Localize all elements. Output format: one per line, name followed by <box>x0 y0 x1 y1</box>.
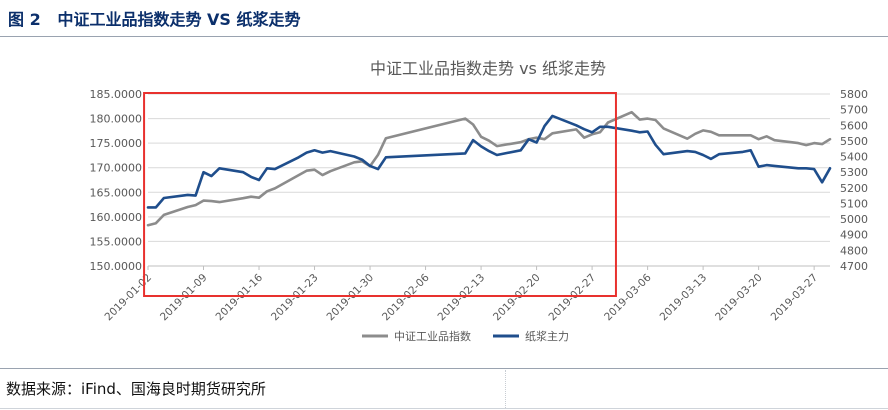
x-tick-label: 2019-03-13 <box>658 272 710 324</box>
figure-title-text: 中证工业品指数走势 VS 纸浆走势 <box>57 10 301 29</box>
right-tick-label: 5200 <box>840 182 868 195</box>
legend-label-index: 中证工业品指数 <box>394 329 471 343</box>
index-series-line <box>146 110 832 227</box>
footer-separator <box>505 370 507 408</box>
right-tick-label: 5400 <box>840 151 868 164</box>
legend: 中证工业品指数 纸浆主力 <box>362 329 569 343</box>
x-tick-label: 2019-02-13 <box>436 272 488 324</box>
top-divider <box>0 36 888 37</box>
line-chart: 中证工业品指数走势 vs 纸浆走势 150.0000 155.0000 160.00… <box>90 59 869 343</box>
series-layer <box>146 110 832 227</box>
x-tick-label: 2019-01-30 <box>325 272 377 324</box>
right-tick-label: 5300 <box>840 166 868 179</box>
left-tick-label: 180.0000 <box>90 113 143 126</box>
right-axis-ticks: 4700 4800 4900 5000 5100 5200 5300 5400 5500 5600… <box>840 88 868 273</box>
gridlines <box>148 93 830 267</box>
left-tick-label: 170.0000 <box>90 162 143 175</box>
left-tick-label: 155.0000 <box>90 235 143 248</box>
figure-header: 图 2 中证工业品指数走势 VS 纸浆走势 <box>0 0 888 34</box>
left-tick-label: 165.0000 <box>90 186 143 199</box>
highlight-box <box>143 92 617 297</box>
x-tick-label: 2019-01-02 <box>102 272 154 324</box>
x-axis-ticks: 2019-01-02 2019-01-09 2019-01-16 2019-01-23… <box>102 266 820 323</box>
x-tick-label: 2019-03-27 <box>769 272 821 324</box>
highlight-layer <box>143 92 617 297</box>
right-tick-label: 4700 <box>840 260 868 273</box>
chart-title: 中证工业品指数走势 vs 纸浆走势 <box>370 59 606 78</box>
right-tick-label: 4900 <box>840 229 868 242</box>
right-tick-label: 5000 <box>840 213 868 226</box>
left-tick-label: 185.0000 <box>90 88 143 101</box>
bottom-divider <box>0 368 888 369</box>
figure-title: 图 2 中证工业品指数走势 VS 纸浆走势 <box>8 6 301 30</box>
right-tick-label: 5700 <box>840 104 868 117</box>
left-axis-ticks: 150.0000 155.0000 160.0000 165.0000 170.0000… <box>90 88 143 273</box>
footer-bottom-rule <box>0 408 888 409</box>
x-tick-label: 2019-02-06 <box>380 271 432 323</box>
right-tick-label: 5500 <box>840 135 868 148</box>
right-tick-label: 5100 <box>840 197 868 210</box>
right-tick-label: 5600 <box>840 119 868 132</box>
legend-label-pulp: 纸浆主力 <box>525 329 569 343</box>
x-tick-label: 2019-02-27 <box>547 272 599 324</box>
right-tick-label: 4800 <box>840 244 868 257</box>
x-tick-label: 2019-03-06 <box>602 271 654 323</box>
x-tick-label: 2019-01-23 <box>269 272 321 324</box>
right-tick-label: 5800 <box>840 88 868 101</box>
left-tick-label: 160.0000 <box>90 211 143 224</box>
x-tick-label: 2019-02-20 <box>491 272 543 324</box>
x-tick-label: 2019-01-09 <box>158 272 210 324</box>
left-tick-label: 150.0000 <box>90 260 143 273</box>
source-note: 数据来源：iFind、国海良时期货研究所 <box>6 380 266 398</box>
figure-label: 图 2 <box>8 10 41 29</box>
x-tick-label: 2019-03-20 <box>713 272 765 324</box>
left-tick-label: 175.0000 <box>90 137 143 150</box>
x-tick-label: 2019-01-16 <box>214 271 266 323</box>
pulp-series-line <box>146 114 832 209</box>
